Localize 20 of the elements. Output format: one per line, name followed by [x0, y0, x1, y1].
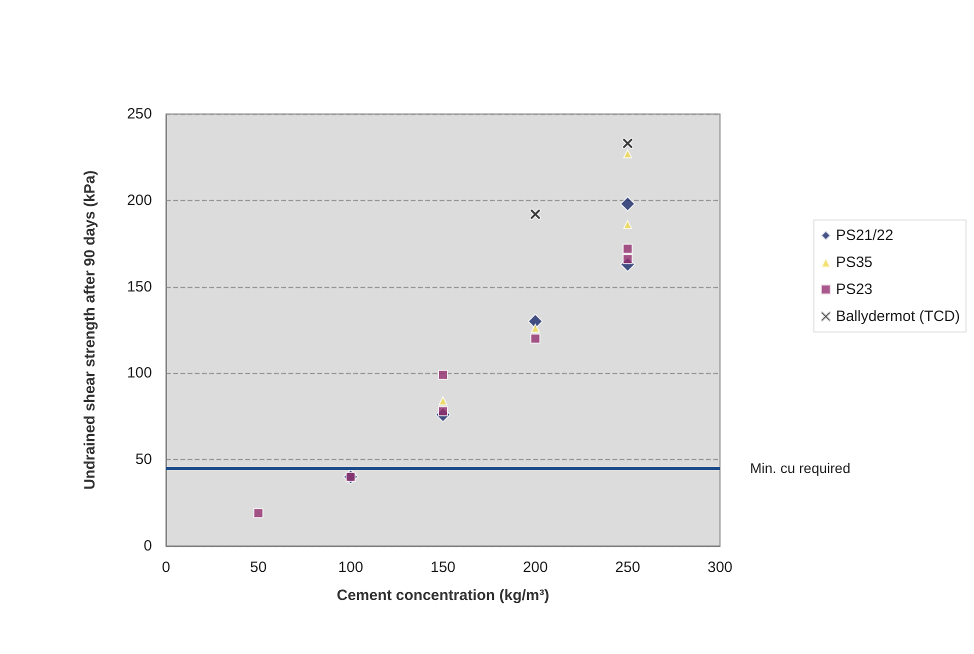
y-tick-label: 0	[144, 538, 152, 554]
y-axis-title: Undrained shear strength after 90 days (kPa)	[82, 170, 98, 490]
x-tick-label: 200	[522, 559, 548, 576]
x-axis-title: Cement concentration (kg/m³)	[336, 587, 550, 604]
legend-label: PS23	[836, 281, 873, 298]
x-tick-label: 300	[707, 559, 733, 576]
ref-line-label: Min. cu required	[750, 460, 850, 476]
y-tick-label: 200	[126, 192, 152, 209]
x-tick-label: 0	[162, 559, 170, 576]
x-tick-label: 50	[250, 559, 267, 576]
y-tick-label: 250	[126, 106, 152, 122]
y-tick-label: 50	[135, 451, 152, 468]
legend-label: PS35	[836, 254, 873, 271]
legend-label: PS21/22	[836, 227, 894, 244]
x-tick-label: 150	[430, 559, 456, 576]
legend-label: Ballydermot (TCD)	[836, 308, 960, 325]
x-tick-label: 250	[615, 559, 640, 576]
y-tick-label: 100	[126, 364, 152, 382]
y-tick-label: 150	[126, 278, 152, 296]
x-tick-label: 100	[338, 559, 364, 576]
